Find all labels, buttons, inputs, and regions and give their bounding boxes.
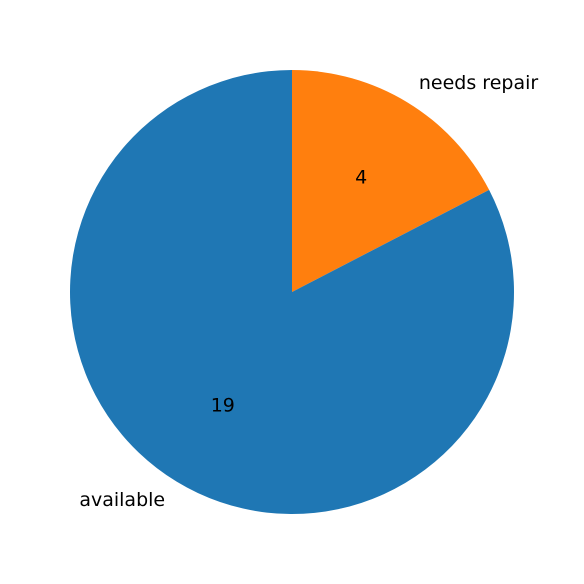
pie-slice-available	[70, 70, 514, 514]
slice-label-needs-repair: needs repair	[419, 72, 538, 94]
slices-layer	[70, 70, 514, 514]
slice-value-needs-repair: 4	[355, 167, 367, 189]
slice-label-available: available	[79, 489, 165, 511]
labels-layer: needs repair 4 available 19	[79, 72, 538, 511]
slice-value-available: 19	[211, 394, 235, 416]
pie-slice-needs-repair	[292, 70, 490, 292]
